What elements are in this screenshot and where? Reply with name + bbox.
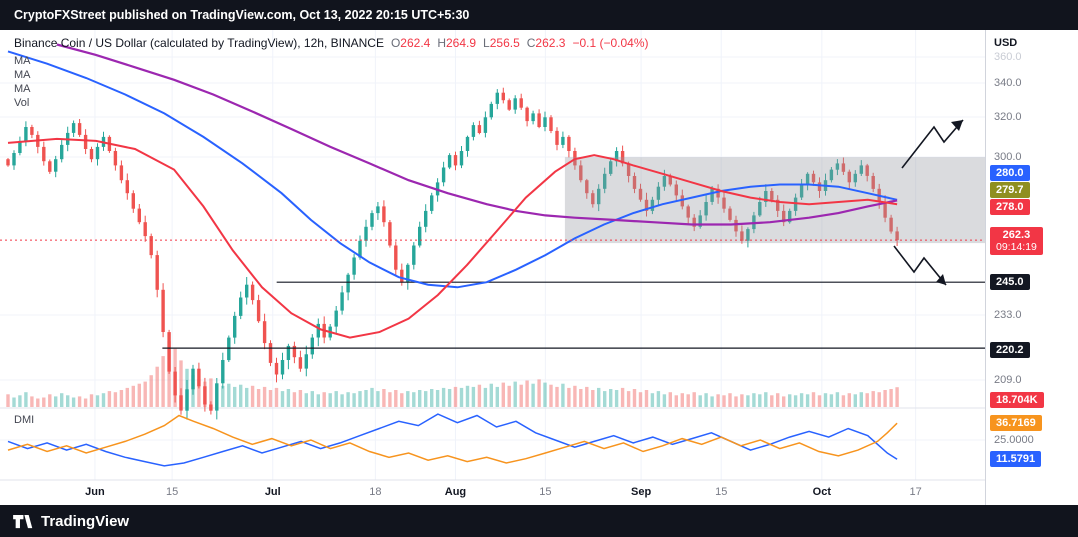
price-axis-tick: 300.0 bbox=[994, 151, 1022, 163]
grid-layer bbox=[0, 30, 985, 481]
tradingview-logo-icon[interactable] bbox=[12, 514, 33, 529]
price-axis-badge: 220.2 bbox=[990, 342, 1030, 358]
price-axis-tick: 340.0 bbox=[994, 77, 1022, 89]
time-axis-tick: Aug bbox=[444, 486, 467, 498]
time-axis-tick: 15 bbox=[715, 486, 728, 498]
dmi-indicator-label[interactable]: DMI bbox=[14, 414, 35, 426]
price-axis-tick: 25.0000 bbox=[994, 434, 1034, 446]
volume-layer bbox=[6, 341, 899, 407]
price-axis-badge: 278.0 bbox=[990, 199, 1030, 215]
dmi-plus-di-line bbox=[7, 413, 898, 467]
change-value: −0.1 (−0.04%) bbox=[572, 36, 649, 50]
ohlc-value: 256.5 bbox=[489, 36, 520, 50]
attribution-bar: CryptoFXStreet published on TradingView.… bbox=[0, 0, 1078, 30]
time-axis-tick: Sep bbox=[631, 486, 652, 498]
time-axis-tick: Oct bbox=[812, 486, 831, 498]
indicator-legend[interactable]: MA MA MA Vol bbox=[14, 54, 31, 110]
ohlc-values: O262.4 H264.9 L256.5 C262.3 bbox=[384, 36, 566, 50]
price-axis-unit: USD bbox=[994, 37, 1018, 49]
legend-item-ma[interactable]: MA bbox=[14, 55, 31, 67]
ohlc-label: L bbox=[483, 36, 490, 50]
price-axis-badge: 18.704K bbox=[990, 392, 1044, 408]
candles-layer bbox=[6, 87, 899, 420]
up-projection-arrow bbox=[901, 119, 964, 169]
time-axis-tick: Jul bbox=[264, 486, 281, 498]
time-axis-tick: 15 bbox=[539, 486, 552, 498]
countdown-timer: 09:14:19 bbox=[996, 241, 1037, 253]
ohlc-value: 262.4 bbox=[400, 36, 431, 50]
ohlc-value: 264.9 bbox=[446, 36, 477, 50]
tradingview-wordmark[interactable]: TradingView bbox=[41, 512, 130, 530]
footer-bar: TradingView bbox=[0, 505, 1078, 537]
legend-item-vol[interactable]: Vol bbox=[14, 97, 30, 109]
price-axis-badge: 262.3 09:14:19 bbox=[990, 227, 1043, 255]
ma-slow-purple-line bbox=[56, 43, 898, 226]
price-axis-badge: 11.5791 bbox=[990, 451, 1042, 467]
ma-mid-blue-line bbox=[7, 50, 898, 289]
down-projection-arrow bbox=[893, 245, 947, 286]
dmi-minus-di-line bbox=[7, 414, 898, 464]
chart-region[interactable]: Binance Coin / US Dollar (calculated by … bbox=[0, 30, 1078, 505]
price-axis-badge: 279.7 bbox=[990, 182, 1030, 198]
highlight-box bbox=[564, 157, 985, 244]
symbol-title[interactable]: Binance Coin / US Dollar (calculated by … bbox=[14, 36, 384, 50]
price-axis-tick: 233.0 bbox=[994, 309, 1022, 321]
price-axis-badge: 245.0 bbox=[990, 274, 1030, 290]
ohlc-label: H bbox=[437, 36, 446, 50]
ma-fast-red-line bbox=[7, 137, 898, 339]
price-axis-badge: 36.7169 bbox=[990, 415, 1042, 431]
price-chart-canvas[interactable] bbox=[0, 30, 985, 505]
chart-header: Binance Coin / US Dollar (calculated by … bbox=[14, 36, 649, 50]
ohlc-label: C bbox=[526, 36, 536, 50]
price-axis-tick: 360.0 bbox=[994, 51, 1022, 63]
ohlc-value: 262.3 bbox=[535, 36, 566, 50]
price-axis-tick: 209.0 bbox=[994, 374, 1022, 386]
price-axis-badge: 280.0 bbox=[990, 165, 1030, 181]
time-axis-tick: 17 bbox=[909, 486, 922, 498]
legend-item-ma[interactable]: MA bbox=[14, 83, 31, 95]
price-axis-tick: 320.0 bbox=[994, 111, 1022, 123]
time-axis-tick: 15 bbox=[166, 486, 179, 498]
ohlc-label: O bbox=[390, 36, 401, 50]
time-axis[interactable]: Jun 15 Jul 18 Aug 15 Sep 15 Oct 17 bbox=[0, 480, 985, 505]
legend-item-ma[interactable]: MA bbox=[14, 69, 31, 81]
price-axis[interactable]: USD 360.0 340.0 320.0 300.0 233.0 209.0 25.000… bbox=[985, 30, 1078, 505]
time-axis-tick: Jun bbox=[85, 486, 105, 498]
attribution-text: CryptoFXStreet published on TradingView.… bbox=[14, 8, 470, 22]
time-axis-tick: 18 bbox=[369, 486, 382, 498]
